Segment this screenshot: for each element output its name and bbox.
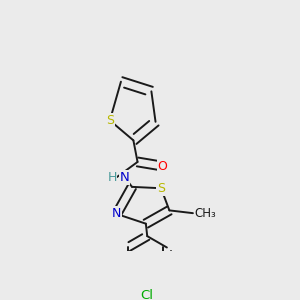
Text: N: N [112,208,122,220]
Text: CH₃: CH₃ [194,207,216,220]
Text: S: S [106,114,114,127]
Text: H: H [107,171,117,184]
Text: Cl: Cl [141,289,154,300]
Text: N: N [120,171,129,184]
Text: O: O [158,160,167,172]
Text: S: S [157,182,165,195]
